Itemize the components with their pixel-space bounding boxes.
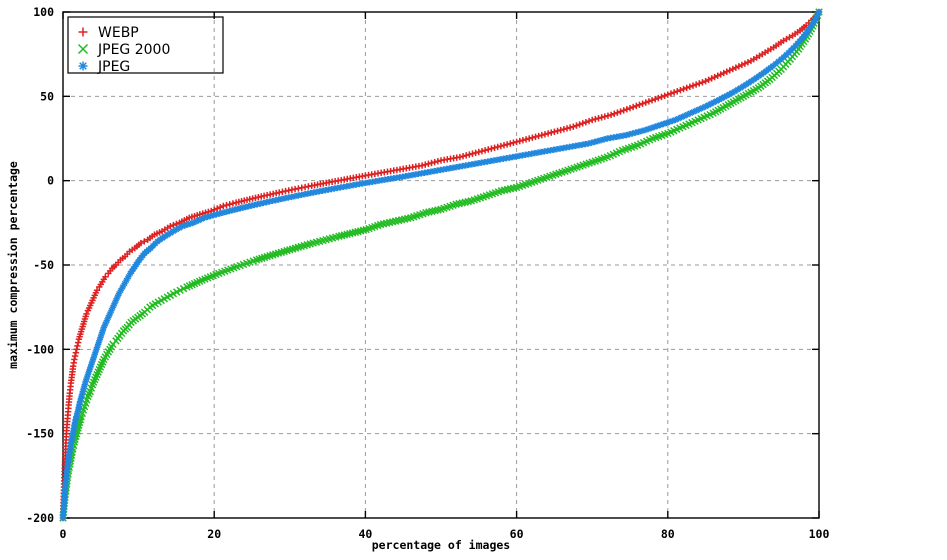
y-tick-label: -200 bbox=[26, 511, 54, 525]
x-tick-label: 20 bbox=[207, 527, 221, 541]
legend-box bbox=[67, 16, 224, 74]
y-tick-label: 50 bbox=[40, 89, 54, 103]
plot-border bbox=[62, 11, 820, 519]
y-tick-label: -150 bbox=[26, 427, 54, 441]
legend-label-jpeg: JPEG bbox=[97, 59, 130, 75]
x-tick-label: 0 bbox=[60, 527, 67, 541]
gridlines bbox=[63, 12, 819, 518]
legend-marker-jpeg bbox=[78, 61, 88, 71]
series-jpeg bbox=[59, 8, 823, 522]
tick-labels: -200 -150 -100 -50 0 50 100 0 20 40 60 80 100 bbox=[26, 5, 829, 541]
legend-marker-webp bbox=[78, 27, 88, 37]
y-tick-label: 0 bbox=[47, 174, 54, 188]
y-tick-label: -50 bbox=[33, 258, 54, 272]
legend-label-webp: WEBP bbox=[98, 25, 139, 41]
x-tick-label: 80 bbox=[661, 527, 675, 541]
legend-marker-jpeg-2000 bbox=[77, 43, 89, 55]
x-tick-label: 40 bbox=[358, 527, 372, 541]
y-axis-title: maximum compression percentage bbox=[6, 161, 20, 369]
series-webp bbox=[59, 8, 823, 522]
data-series bbox=[59, 8, 823, 522]
x-tick-label: 100 bbox=[809, 527, 830, 541]
y-tick-label: 100 bbox=[33, 5, 54, 19]
x-axis-title: percentage of images bbox=[372, 538, 510, 552]
plot-frame bbox=[62, 11, 820, 519]
x-tick-label: 60 bbox=[510, 527, 524, 541]
legend-label-jpeg-2000: JPEG 2000 bbox=[97, 42, 170, 58]
y-tick-label: -100 bbox=[26, 342, 54, 356]
